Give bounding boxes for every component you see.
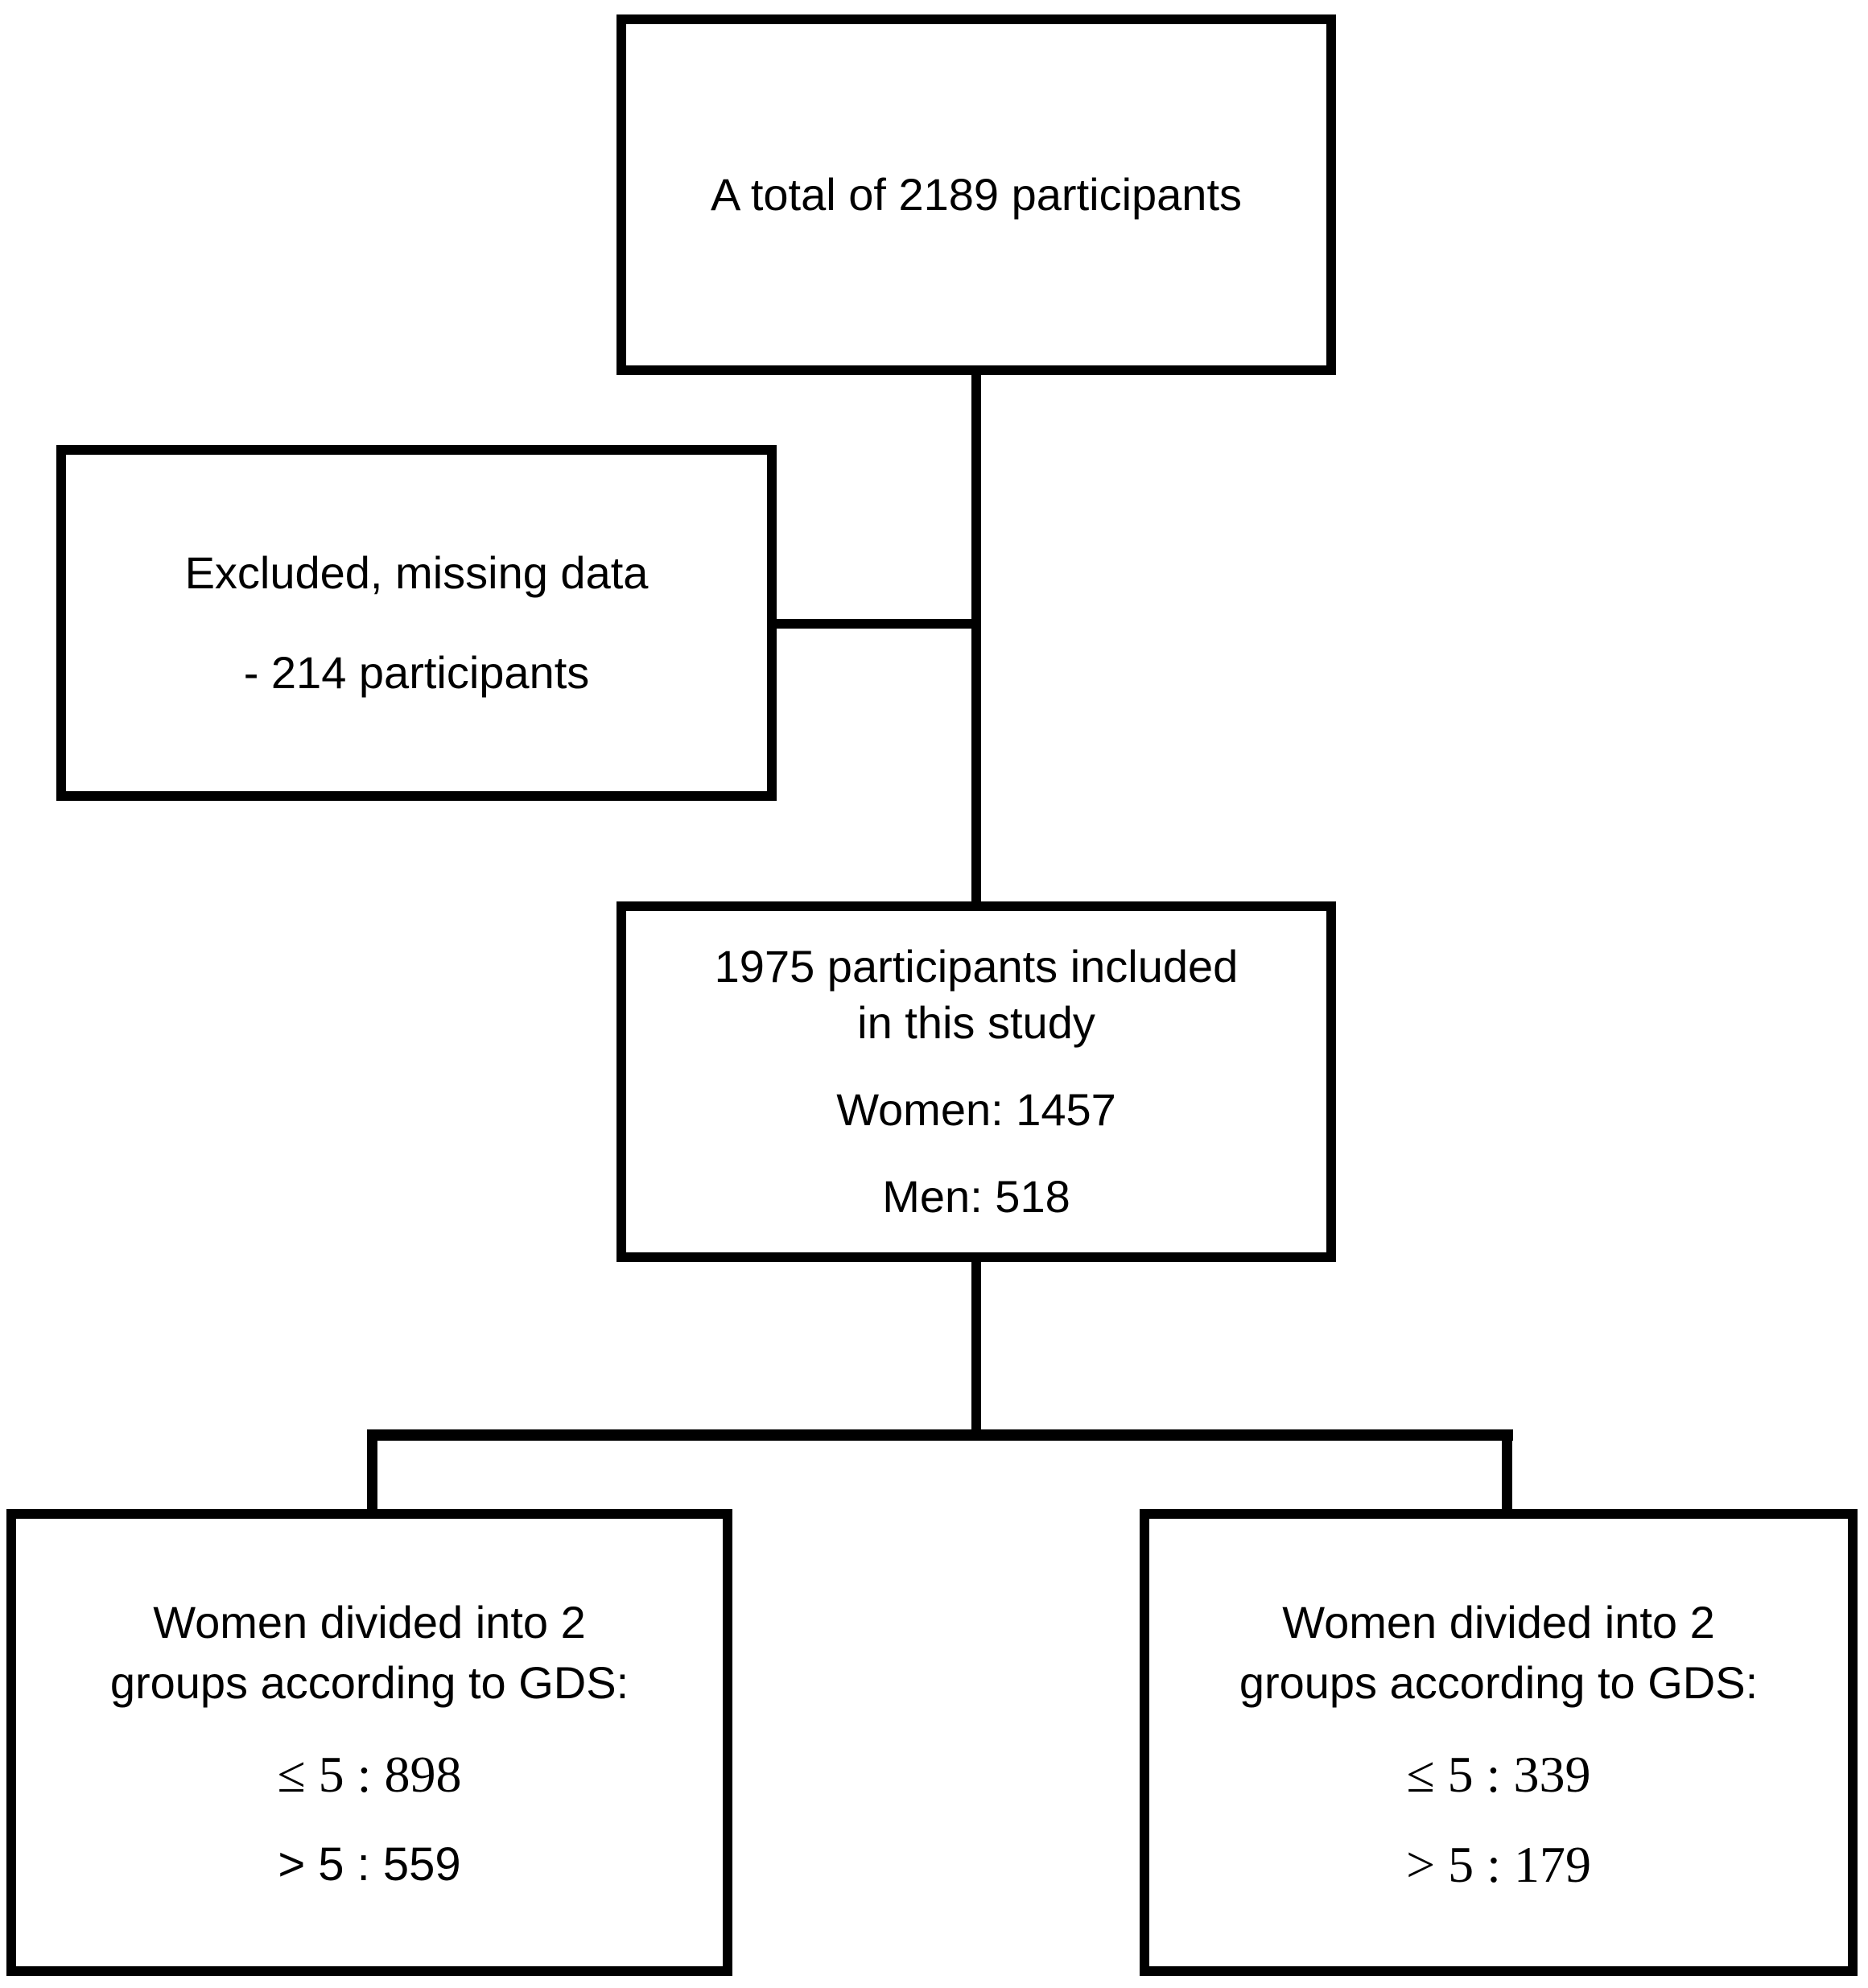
group-left-heading: Women divided into 2 groups according to … <box>110 1592 629 1713</box>
group-left-heading-line1: Women divided into 2 <box>153 1597 586 1648</box>
connector-split-bar <box>367 1429 1513 1441</box>
group-right-heading: Women divided into 2 groups according to … <box>1239 1592 1758 1713</box>
included-title-line1: 1975 participants included <box>714 941 1239 992</box>
excluded-count-text: - 214 participants <box>243 647 590 698</box>
group-left-gds-high: > 5 : 559 <box>278 1838 461 1891</box>
included-women-count: Women: 1457 <box>836 1084 1116 1135</box>
connector-excluded-branch <box>769 619 976 629</box>
connector-total-to-included <box>971 370 981 905</box>
excluded-box: Excluded, missing data - 214 participant… <box>56 445 777 801</box>
connector-drop-left-group <box>367 1429 377 1514</box>
group-right-gds-low: ≤ 5 : 339 <box>1406 1746 1591 1803</box>
total-participants-text: A total of 2189 participants <box>711 169 1242 220</box>
total-participants-box: A total of 2189 participants <box>616 14 1336 375</box>
group-right-gds-high: > 5 : 179 <box>1406 1836 1591 1893</box>
included-men-count: Men: 518 <box>882 1171 1070 1222</box>
group-right-heading-line2: groups according to GDS: <box>1239 1657 1759 1708</box>
included-title-text: 1975 participants included in this study <box>715 938 1239 1051</box>
group-left-heading-line2: groups according to GDS: <box>109 1657 629 1708</box>
included-title-line2: in this study <box>857 997 1095 1048</box>
group-left-box: Women divided into 2 groups according to … <box>6 1509 732 1976</box>
group-left-gds-low: ≤ 5 : 898 <box>277 1746 462 1803</box>
included-box: 1975 participants included in this study … <box>616 901 1336 1262</box>
connector-included-to-split <box>971 1257 981 1438</box>
group-right-box: Women divided into 2 groups according to … <box>1140 1509 1858 1976</box>
excluded-reason-text: Excluded, missing data <box>184 547 649 598</box>
connector-drop-right-group <box>1502 1429 1512 1514</box>
group-right-heading-line1: Women divided into 2 <box>1282 1597 1715 1648</box>
